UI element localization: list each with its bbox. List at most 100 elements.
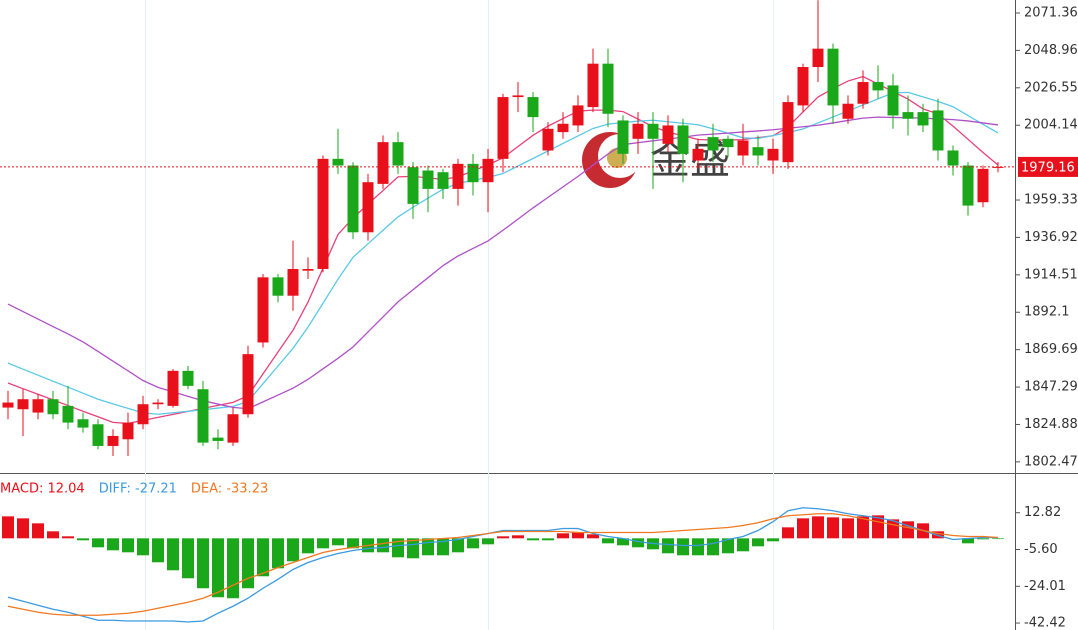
y-tick-label: 2071.36 (1024, 6, 1078, 21)
candle-body (137, 404, 149, 425)
candle-body (932, 110, 944, 151)
candle-body (557, 123, 569, 133)
candle-body (452, 163, 464, 189)
macd-bar (512, 535, 524, 539)
macd-bar (272, 538, 284, 569)
candle-body (542, 128, 554, 151)
candle-body (362, 182, 374, 233)
candle-body (92, 424, 104, 446)
y-tick-label: 1802.47 (1024, 454, 1078, 469)
macd-bar (497, 536, 509, 539)
macd-bar (992, 538, 1004, 539)
macd-bar (257, 538, 269, 577)
candle-body (287, 269, 299, 296)
macd-bar (47, 531, 59, 539)
candle-body (902, 112, 914, 119)
candle-body (707, 137, 719, 151)
candle-body (512, 95, 524, 98)
macd-bar (377, 538, 389, 553)
candle-body (497, 97, 509, 159)
macd-bar (632, 538, 644, 548)
candle-body (392, 142, 404, 166)
macd-bar (722, 538, 734, 554)
macd-bar (152, 538, 164, 563)
candle-body (947, 150, 959, 166)
macd-bar (227, 538, 239, 599)
candle-body (122, 422, 134, 440)
candle-body (572, 105, 584, 126)
macd-bar (812, 516, 824, 539)
candle-body (647, 123, 659, 139)
legend-label: DIFF: -27.21 (99, 482, 177, 497)
macd-bar (107, 538, 119, 551)
candle-body (422, 170, 434, 189)
macd-bar (767, 538, 779, 542)
candle-body (722, 138, 734, 148)
candle-body (782, 102, 794, 163)
candle-body (767, 148, 779, 161)
macd-bar (962, 538, 974, 544)
candle-body (977, 168, 989, 203)
legend-label: MACD: 12.04 (0, 482, 85, 497)
macd-bar (482, 538, 494, 545)
last-price-box (1018, 156, 1078, 177)
macd-bar (392, 538, 404, 558)
candle-body (482, 158, 494, 183)
macd-bar (137, 538, 149, 556)
macd-bar (617, 538, 629, 546)
macd-bar (182, 538, 194, 579)
macd-bar (782, 527, 794, 539)
macd-bar (527, 538, 539, 541)
macd-bar (437, 538, 449, 556)
macd-line (7, 507, 998, 623)
candle-body (617, 120, 629, 154)
candle-body (377, 142, 389, 184)
y-tick-label: -24.01 (1024, 579, 1066, 594)
macd-bar (692, 538, 704, 556)
y-tick-label: 1869.69 (1024, 342, 1078, 357)
y-tick-label: 1914.51 (1024, 267, 1078, 282)
macd-bar (797, 518, 809, 539)
candle-body (62, 405, 74, 423)
last-price-label: 1979.16 (1021, 160, 1075, 175)
macd-bar (557, 533, 569, 539)
y-tick-label: 2004.14 (1024, 118, 1078, 133)
y-tick-label: 1847.29 (1024, 380, 1078, 395)
candle-body (692, 148, 704, 161)
macd-bar (2, 516, 14, 539)
y-tick-label: 2026.55 (1024, 80, 1078, 95)
macd-bar (197, 538, 209, 589)
candle-body (737, 140, 749, 156)
candle-body (812, 48, 824, 68)
macd-bar (902, 521, 914, 539)
macd-bar (542, 538, 554, 541)
candle-body (857, 82, 869, 104)
candle-body (662, 125, 674, 144)
y-tick-label: 1892.1 (1024, 305, 1070, 320)
macd-bar (707, 538, 719, 556)
macd-bar (77, 538, 89, 541)
candle-body (407, 167, 419, 204)
candle-body (302, 269, 314, 271)
candle-body (527, 97, 539, 118)
candle-body (842, 103, 854, 119)
macd-bar (17, 518, 29, 539)
candle-body (182, 370, 194, 386)
candle-body (47, 399, 59, 415)
candle-body (962, 165, 974, 206)
candle-body (827, 48, 839, 106)
candle-body (152, 402, 164, 405)
candle-body (872, 82, 884, 91)
candle-body (632, 123, 644, 139)
macd-bar (602, 538, 614, 544)
macd-bar (842, 518, 854, 539)
candle-body (167, 370, 179, 406)
macd-bar (212, 538, 224, 598)
candle-body (272, 277, 284, 296)
candle-body (602, 63, 614, 114)
macd-bar (287, 538, 299, 562)
macd-bar (737, 538, 749, 552)
y-tick-label: 1824.88 (1024, 417, 1078, 432)
